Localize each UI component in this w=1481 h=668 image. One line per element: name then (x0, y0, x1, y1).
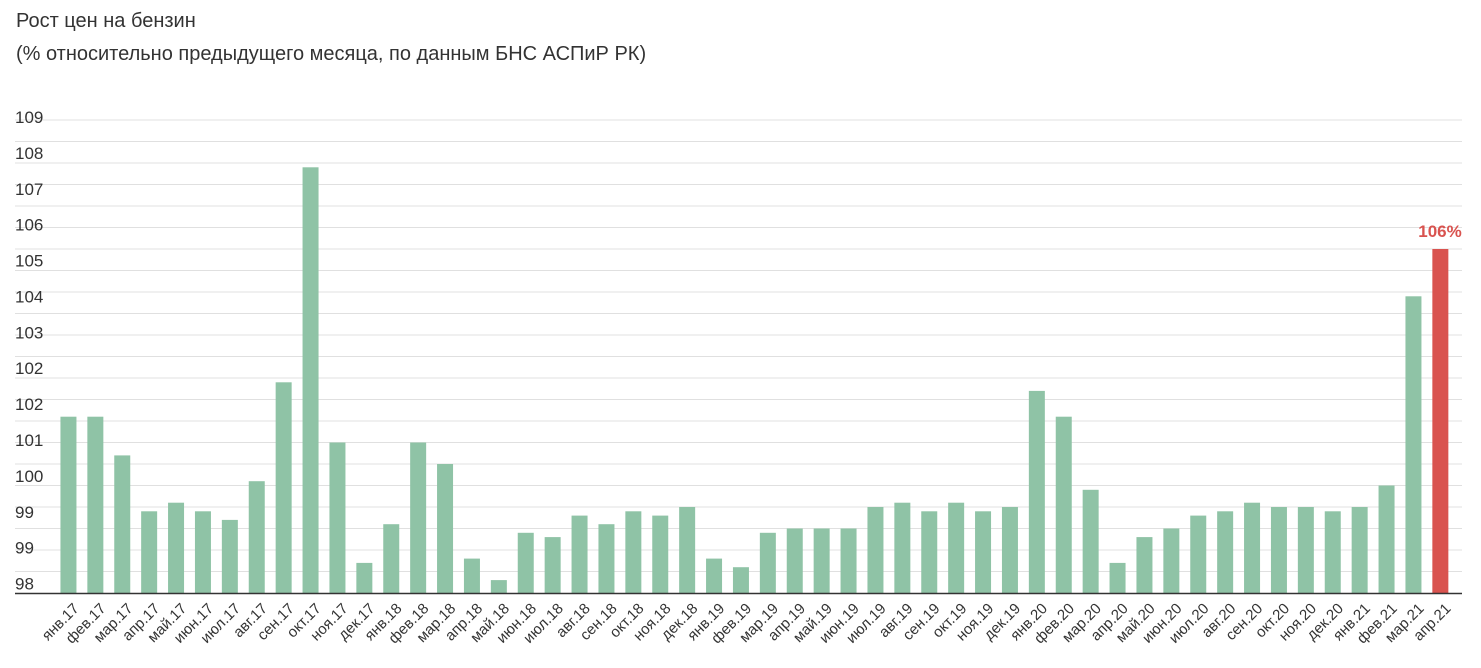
chart-subtitle: (% относительно предыдущего месяца, по д… (16, 43, 647, 65)
bar (329, 442, 346, 593)
y-tick-label: 104 (15, 287, 43, 306)
bar (221, 519, 238, 593)
bar (1405, 296, 1422, 593)
bar-highlighted (1432, 249, 1449, 593)
bar (168, 502, 185, 593)
bar (894, 502, 911, 593)
chart-title: Рост цен на бензин (16, 10, 196, 32)
bar (544, 537, 561, 593)
data-label: 106% (1418, 222, 1461, 241)
bar (383, 524, 400, 593)
bar (114, 455, 131, 593)
chart-header: Рост цен на бензин (% относительно преды… (16, 6, 1456, 69)
y-tick-label: 99 (15, 503, 34, 522)
y-tick-label: 98 (15, 575, 34, 594)
bar (60, 416, 77, 593)
bar (1001, 507, 1018, 593)
bar (1351, 507, 1368, 593)
y-tick-label: 106 (15, 216, 43, 235)
bar (948, 502, 965, 593)
bar (1378, 485, 1395, 593)
bar (275, 382, 292, 593)
bar (813, 528, 830, 593)
bar (410, 442, 427, 593)
y-axis-tick-labels: 98 99 99 100 101 102 102 103 104 105 106 107 108 109 (15, 108, 43, 594)
bar (840, 528, 857, 593)
bar (1270, 507, 1287, 593)
bar (517, 532, 534, 593)
bar (867, 507, 884, 593)
bar (598, 524, 615, 593)
y-tick-label: 101 (15, 431, 43, 450)
y-tick-label: 108 (15, 144, 43, 163)
bar (1217, 511, 1234, 593)
bar (679, 507, 696, 593)
y-tick-label: 102 (15, 359, 43, 378)
y-tick-label: 107 (15, 180, 43, 199)
bar (1297, 507, 1314, 593)
bar (571, 515, 588, 593)
y-tick-label: 109 (15, 108, 43, 127)
bar (1109, 562, 1126, 593)
bar (141, 511, 158, 593)
bar (1136, 537, 1153, 593)
bar (921, 511, 938, 593)
bar (437, 464, 454, 593)
bar (1028, 390, 1045, 593)
bar (1082, 489, 1099, 593)
y-tick-label: 105 (15, 252, 43, 271)
bar (732, 567, 749, 593)
bar (356, 562, 373, 593)
x-axis-tick-labels: янв.17фев.17мар.17апр.17май.17июн.17июл.… (39, 600, 1455, 647)
bars (60, 167, 1449, 594)
bar (652, 515, 669, 593)
bar (302, 167, 319, 594)
bar (975, 511, 992, 593)
bar (1190, 515, 1207, 593)
y-tick-label: 99 (15, 539, 34, 558)
bar (463, 558, 480, 593)
bar (87, 416, 104, 593)
bar (625, 511, 642, 593)
bar (194, 511, 211, 593)
y-tick-label: 103 (15, 323, 43, 342)
bar (759, 532, 776, 593)
bar (1324, 511, 1341, 593)
bar (786, 528, 803, 593)
bar (706, 558, 723, 593)
bar (248, 481, 265, 593)
bar (1163, 528, 1180, 593)
y-tick-label: 100 (15, 467, 43, 486)
bar (1244, 502, 1261, 593)
bar (1055, 416, 1072, 593)
y-tick-label: 102 (15, 395, 43, 414)
bar (490, 580, 507, 593)
annotations: 106% (1418, 222, 1461, 241)
